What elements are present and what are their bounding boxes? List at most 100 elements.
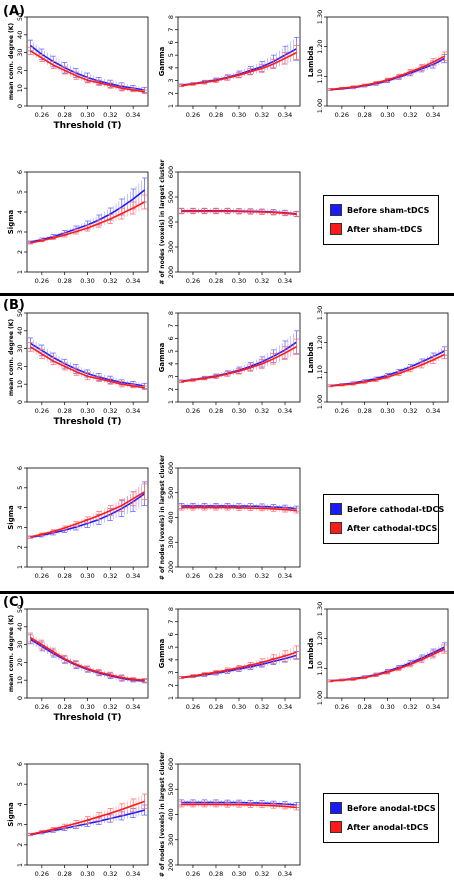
series-line <box>181 346 297 383</box>
y-tick-label: 7 <box>167 620 175 624</box>
series-line <box>181 51 297 87</box>
y-tick-label: 1.10 <box>316 69 324 83</box>
chart-b-1: 1 2 3 4 5 6 7 8 0.26 0.28 0.30 0.32 0.34 Gamma <box>158 311 301 415</box>
legend-entry-after: After anodal-tDCS <box>330 821 429 833</box>
x-tick-label: 0.34 <box>126 572 140 580</box>
x-axis-label: Threshold (T) <box>53 417 121 427</box>
y-tick-label: 5 <box>167 645 175 649</box>
y-tick-label: 1 <box>16 270 24 274</box>
chart-c-4: 200 300 400 500 600 0.26 0.28 0.30 0.32 0.34 # of … <box>159 752 301 878</box>
series-after <box>178 45 300 88</box>
series-line <box>29 636 145 681</box>
x-tick-label: 0.30 <box>380 111 394 119</box>
y-tick-label: 1.30 <box>316 10 324 24</box>
x-tick-label: 0.34 <box>126 407 140 415</box>
series-before <box>27 634 148 684</box>
series-line <box>330 353 445 387</box>
series-after <box>178 208 300 218</box>
y-tick-label: 10 <box>16 84 24 92</box>
x-tick-label: 0.34 <box>426 407 440 415</box>
series-before <box>327 346 448 387</box>
y-tick-label: 1 <box>167 400 175 404</box>
legend-b: Before cathodal-tDCS After cathodal-tDCS <box>323 494 444 544</box>
x-tick-label: 0.32 <box>403 111 417 119</box>
x-tick-label: 0.30 <box>80 111 94 119</box>
x-tick-label: 0.30 <box>80 703 94 711</box>
legend-label: Before cathodal-tDCS <box>347 504 445 514</box>
y-tick-label: 1.10 <box>316 661 324 675</box>
series-line <box>29 50 145 93</box>
y-axis-label: Sigma <box>7 209 15 234</box>
y-tick-label: 1 <box>167 696 175 700</box>
y-tick-label: 200 <box>167 266 175 278</box>
x-tick-label: 0.28 <box>357 111 371 119</box>
series-before <box>178 36 300 87</box>
red-swatch-icon <box>330 223 342 235</box>
x-tick-label: 0.28 <box>209 277 223 285</box>
y-tick-label: 50 <box>16 309 24 317</box>
y-tick-label: 1 <box>16 863 24 867</box>
x-tick-label: 0.32 <box>255 870 269 878</box>
x-tick-label: 0.26 <box>35 111 49 119</box>
y-tick-label: 50 <box>16 13 24 21</box>
y-tick-label: 4 <box>167 362 175 366</box>
chart-a-0: 0 10 20 30 40 50 0.26 0.28 0.30 0.32 0.34 mean conn… <box>8 13 149 131</box>
y-tick-label: 5 <box>16 782 24 786</box>
x-tick-label: 0.26 <box>35 407 49 415</box>
x-tick-label: 0.28 <box>357 407 371 415</box>
x-tick-label: 0.34 <box>278 111 292 119</box>
x-tick-label: 0.26 <box>35 572 49 580</box>
series-after <box>27 194 148 245</box>
series-line <box>29 346 145 389</box>
x-tick-label: 0.28 <box>57 277 71 285</box>
y-tick-label: 300 <box>167 834 175 846</box>
y-tick-label: 1.30 <box>316 306 324 320</box>
y-tick-label: 0 <box>16 696 24 700</box>
y-tick-label: 2 <box>16 545 24 549</box>
series-line <box>181 803 297 809</box>
y-tick-label: 8 <box>167 311 175 315</box>
red-swatch-icon <box>330 522 342 534</box>
y-tick-label: 4 <box>167 658 175 662</box>
series-line <box>330 55 445 91</box>
x-tick-label: 0.26 <box>186 111 200 119</box>
x-tick-label: 0.26 <box>186 870 200 878</box>
series-line <box>330 648 445 682</box>
series-line <box>30 800 145 836</box>
x-tick-label: 0.32 <box>103 407 117 415</box>
x-tick-label: 0.30 <box>80 870 94 878</box>
chart-c-2: 1.00 1.10 1.20 1.30 0.26 0.28 0.30 0.32 0.34 Lamb… <box>307 602 449 711</box>
series-before <box>27 39 148 94</box>
y-tick-label: 2 <box>16 250 24 254</box>
series-line <box>181 210 297 216</box>
x-tick-label: 0.28 <box>57 703 71 711</box>
y-tick-label: 1.20 <box>316 335 324 349</box>
y-tick-label: 6 <box>167 40 175 44</box>
y-tick-label: 600 <box>167 758 175 770</box>
y-tick-label: 1.20 <box>316 39 324 53</box>
x-tick-label: 0.34 <box>426 703 440 711</box>
x-tick-label: 0.26 <box>186 703 200 711</box>
y-tick-label: 1.00 <box>316 395 324 409</box>
y-tick-label: 6 <box>167 336 175 340</box>
legend-label: Before sham-tDCS <box>347 205 430 215</box>
x-tick-label: 0.32 <box>103 111 117 119</box>
x-tick-label: 0.28 <box>209 111 223 119</box>
y-tick-label: 10 <box>16 676 24 684</box>
x-tick-label: 0.34 <box>278 572 292 580</box>
y-axis-label: Gamma <box>158 46 166 76</box>
x-tick-label: 0.32 <box>403 407 417 415</box>
blue-swatch-icon <box>330 503 342 515</box>
y-tick-label: 600 <box>167 462 175 474</box>
y-tick-label: 2 <box>167 683 175 687</box>
y-tick-label: 3 <box>167 671 175 675</box>
plot-frame <box>177 763 301 866</box>
x-tick-label: 0.30 <box>232 703 246 711</box>
y-tick-label: 1.00 <box>316 99 324 113</box>
chart-a-2: 1.00 1.10 1.20 1.30 0.26 0.28 0.30 0.32 0.34 Lamb… <box>307 10 449 119</box>
y-tick-label: 20 <box>16 66 24 74</box>
y-tick-label: 5 <box>16 190 24 194</box>
x-axis-label: Threshold (T) <box>53 713 121 723</box>
series-after <box>327 349 448 388</box>
plot-frame <box>177 467 301 568</box>
